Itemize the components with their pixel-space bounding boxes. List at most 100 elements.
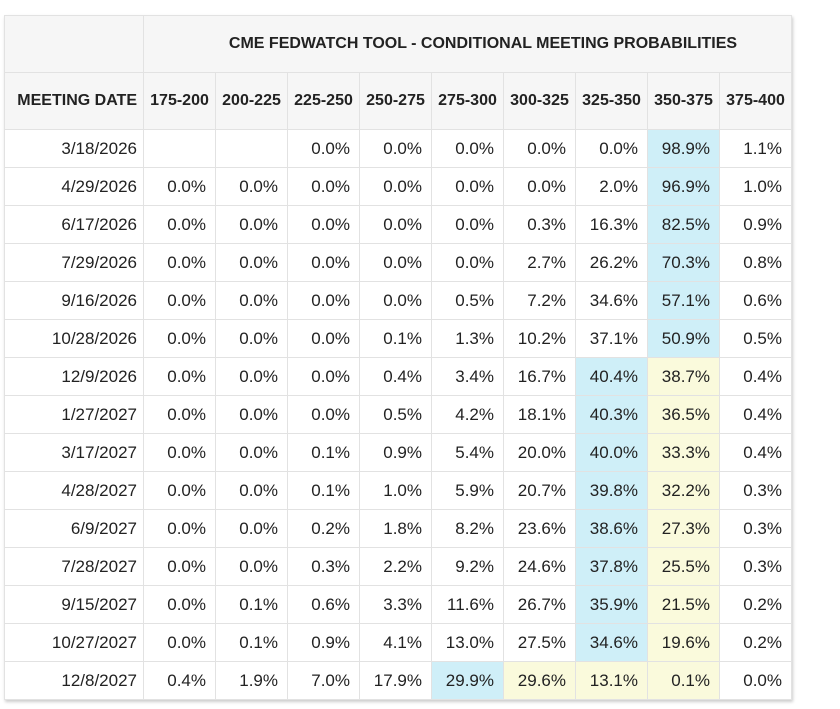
probability-cell: 0.2%	[719, 623, 792, 662]
probability-cell: 0.0%	[215, 433, 288, 472]
probability-cell: 0.0%	[215, 167, 288, 206]
probability-cell	[143, 129, 216, 168]
table-row: 6/17/2026 0.0% 0.0% 0.0% 0.0% 0.0% 0.3% 16.3% 82…	[4, 205, 792, 244]
column-header: 200-225	[215, 72, 288, 130]
meeting-date-cell: 6/17/2026	[4, 205, 144, 244]
column-header: 300-325	[503, 72, 576, 130]
probability-cell: 0.1%	[287, 471, 360, 510]
probability-cell: 0.0%	[287, 243, 360, 282]
probability-cell: 0.0%	[287, 319, 360, 358]
probability-cell: 0.0%	[431, 205, 504, 244]
table-row: 1/27/2027 0.0% 0.0% 0.0% 0.5% 4.2% 18.1% 40.3% 3…	[4, 395, 792, 434]
meeting-date-cell: 9/16/2026	[4, 281, 144, 320]
probability-cell: 18.1%	[503, 395, 576, 434]
table-row: 4/28/2027 0.0% 0.0% 0.1% 1.0% 5.9% 20.7% 39.8% 3…	[4, 471, 792, 510]
probability-cell: 0.5%	[359, 395, 432, 434]
probability-cell: 0.6%	[719, 281, 792, 320]
probability-cell: 33.3%	[647, 433, 720, 472]
probability-cell: 0.9%	[719, 205, 792, 244]
probability-cell: 0.3%	[719, 547, 792, 586]
probability-cell: 7.0%	[287, 661, 360, 700]
probability-cell: 0.0%	[575, 129, 648, 168]
probability-cell: 20.0%	[503, 433, 576, 472]
probability-cell: 4.1%	[359, 623, 432, 662]
title-row: CME FEDWATCH TOOL - CONDITIONAL MEETING …	[4, 15, 792, 73]
probability-cell: 40.3%	[575, 395, 648, 434]
probability-cell: 34.6%	[575, 281, 648, 320]
table-row: 10/28/2026 0.0% 0.0% 0.0% 0.1% 1.3% 10.2% 37.1%…	[4, 319, 792, 358]
probability-cell: 0.0%	[215, 471, 288, 510]
probability-cell: 0.0%	[143, 623, 216, 662]
probability-cell: 16.3%	[575, 205, 648, 244]
probability-cell: 0.0%	[143, 357, 216, 396]
probability-cell: 0.0%	[287, 167, 360, 206]
table-body: 3/18/2026 0.0% 0.0% 0.0% 0.0% 0.0% 98.9% 1.1% 4/…	[4, 129, 792, 700]
probability-cell: 26.7%	[503, 585, 576, 624]
probability-cell: 2.7%	[503, 243, 576, 282]
probability-cell: 29.6%	[503, 661, 576, 700]
probability-cell: 0.0%	[359, 129, 432, 168]
probability-cell: 0.0%	[287, 129, 360, 168]
probability-cell: 2.0%	[575, 167, 648, 206]
probability-cell: 50.9%	[647, 319, 720, 358]
probability-cell: 0.0%	[359, 243, 432, 282]
table-row: 10/27/2027 0.0% 0.1% 0.9% 4.1% 13.0% 27.5% 34.6…	[4, 623, 792, 662]
probability-cell: 3.3%	[359, 585, 432, 624]
column-header: 250-275	[359, 72, 432, 130]
probability-cell: 0.3%	[287, 547, 360, 586]
probability-cell: 0.4%	[719, 395, 792, 434]
probability-cell: 0.0%	[143, 167, 216, 206]
probability-cell: 0.1%	[215, 623, 288, 662]
probability-cell: 32.2%	[647, 471, 720, 510]
probability-cell: 36.5%	[647, 395, 720, 434]
column-header: 350-375	[647, 72, 720, 130]
probability-cell: 0.0%	[143, 509, 216, 548]
probability-cell: 0.0%	[143, 281, 216, 320]
probability-cell: 0.0%	[215, 319, 288, 358]
probability-cell: 19.6%	[647, 623, 720, 662]
probability-cell: 40.4%	[575, 357, 648, 396]
probability-cell: 0.0%	[215, 547, 288, 586]
probability-cell: 0.4%	[359, 357, 432, 396]
probability-cell: 0.0%	[143, 243, 216, 282]
probability-cell: 70.3%	[647, 243, 720, 282]
probability-cell: 5.9%	[431, 471, 504, 510]
probability-cell: 0.8%	[719, 243, 792, 282]
probability-cell: 0.0%	[215, 395, 288, 434]
corner-cell	[4, 15, 144, 73]
probability-cell: 0.2%	[719, 585, 792, 624]
probability-cell: 13.0%	[431, 623, 504, 662]
meeting-date-cell: 7/28/2027	[4, 547, 144, 586]
probability-cell: 0.3%	[503, 205, 576, 244]
probability-cell: 0.0%	[215, 281, 288, 320]
probability-cell: 0.6%	[287, 585, 360, 624]
table-row: 6/9/2027 0.0% 0.0% 0.2% 1.8% 8.2% 23.6% 38.6% 27…	[4, 509, 792, 548]
probability-cell: 0.0%	[143, 547, 216, 586]
probability-cell: 98.9%	[647, 129, 720, 168]
probability-cell: 29.9%	[431, 661, 504, 700]
probability-cell: 0.0%	[503, 167, 576, 206]
table-row: 7/29/2026 0.0% 0.0% 0.0% 0.0% 0.0% 2.7% 26.2% 70…	[4, 243, 792, 282]
probability-cell: 8.2%	[431, 509, 504, 548]
probability-cell: 0.1%	[215, 585, 288, 624]
column-header: 275-300	[431, 72, 504, 130]
probability-cell: 0.2%	[287, 509, 360, 548]
probability-cell: 16.7%	[503, 357, 576, 396]
probability-cell: 27.5%	[503, 623, 576, 662]
probability-cell: 0.0%	[215, 243, 288, 282]
probability-cell: 21.5%	[647, 585, 720, 624]
probability-cell: 4.2%	[431, 395, 504, 434]
probability-cell: 24.6%	[503, 547, 576, 586]
probability-cell: 26.2%	[575, 243, 648, 282]
probability-cell: 2.2%	[359, 547, 432, 586]
probability-cell: 0.0%	[431, 167, 504, 206]
probability-cell: 1.0%	[359, 471, 432, 510]
column-header: 325-350	[575, 72, 648, 130]
probability-cell: 0.0%	[143, 319, 216, 358]
probability-cell: 0.0%	[143, 585, 216, 624]
probability-cell: 0.0%	[215, 205, 288, 244]
probability-cell: 0.0%	[431, 129, 504, 168]
probability-cell: 0.3%	[719, 471, 792, 510]
probability-cell: 1.3%	[431, 319, 504, 358]
probability-cell: 0.0%	[143, 471, 216, 510]
